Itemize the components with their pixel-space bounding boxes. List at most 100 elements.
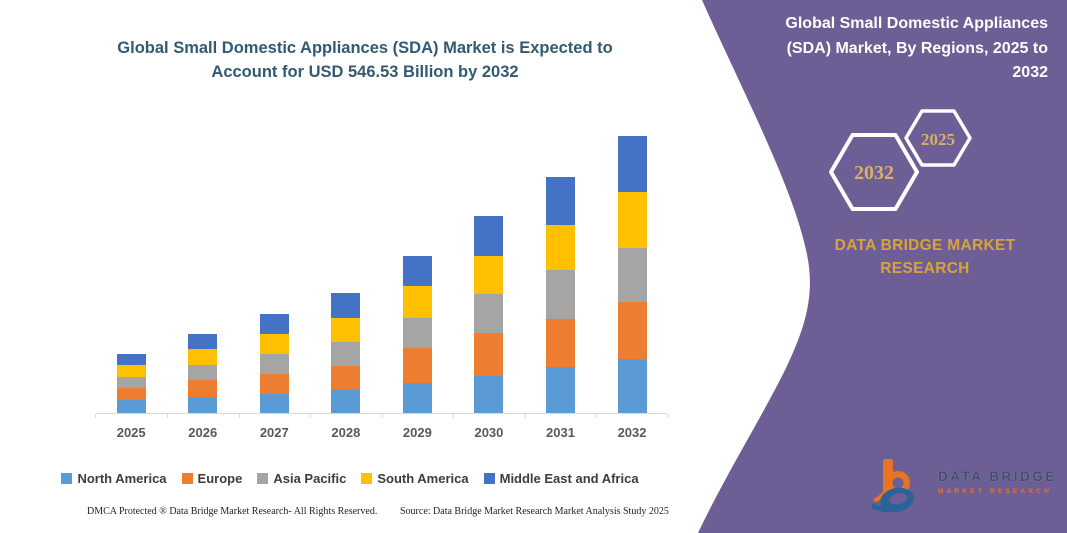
bar-segment-2028-north-america: [331, 390, 361, 414]
bar-segment-2028-europe: [331, 366, 361, 390]
logo-b-bowl-hole: [892, 477, 904, 489]
axis-tick: [667, 414, 669, 418]
bar-segment-2029-south-america: [402, 286, 432, 319]
panel-title: Global Small Domestic Appliances (SDA) M…: [785, 15, 1048, 81]
chart-title-line2: Account for USD 546.53 Billion by 2032: [211, 63, 519, 81]
bar-segment-2027-asia-pacific: [259, 353, 289, 374]
bar-segment-2025-europe: [116, 388, 146, 400]
bar-segment-2029-north-america: [402, 382, 432, 414]
bar-segment-2032-south-america: [617, 191, 647, 248]
bar-segment-2025-asia-pacific: [116, 377, 146, 389]
bar-segment-2031-middle-east-and-africa: [546, 176, 575, 225]
chart-legend: North America Europe Asia Pacific South Ame…: [0, 471, 700, 486]
hexagon-badges: 2032 2025: [829, 109, 972, 211]
bar-segment-2030-middle-east-and-africa: [474, 216, 504, 257]
hexagon-badge-2025: [904, 109, 972, 167]
hexagon-2025-label: 2025: [921, 130, 955, 149]
bar-2025: [116, 353, 146, 414]
bar-2029: [402, 256, 432, 414]
chart-title-line1: Global Small Domestic Appliances (SDA) M…: [117, 39, 613, 57]
plot-area: [116, 135, 647, 414]
bar-segment-2030-europe: [474, 332, 504, 377]
bar-2028: [331, 293, 361, 414]
axis-tick: [95, 414, 97, 418]
logo-d-ring-hole: [889, 493, 908, 505]
axis-tick: [238, 414, 240, 418]
x-axis-label-2031: 2031: [546, 425, 575, 440]
axis-tick: [524, 414, 526, 418]
bar-segment-2031-south-america: [546, 224, 575, 271]
x-axis-label-2028: 2028: [331, 425, 361, 440]
legend-swatch-icon: [483, 473, 495, 484]
bar-2032: [617, 135, 647, 414]
footer-source-text: Source: Data Bridge Market Research Mark…: [400, 506, 669, 517]
hexagon-badge-2032: [829, 133, 919, 211]
legend-label: Middle East and Africa: [499, 471, 639, 486]
x-axis-label-2029: 2029: [402, 425, 432, 440]
bar-segment-2027-europe: [259, 373, 289, 394]
bar-segment-2028-middle-east-and-africa: [331, 293, 361, 318]
bar-segment-2031-asia-pacific: [546, 270, 575, 320]
brand-wordmark: DATA BRIDGE MARKET RESEARCH: [834, 237, 1016, 277]
legend-label: South America: [377, 471, 469, 486]
axis-tick: [453, 414, 455, 418]
bar-segment-2026-south-america: [188, 348, 218, 366]
x-axis-label-2030: 2030: [474, 425, 504, 440]
axis-tick: [381, 414, 383, 418]
bar-segment-2026-europe: [188, 379, 218, 398]
legend-label: Europe: [197, 471, 243, 486]
chart-title: Global Small Domestic Appliances (SDA) M…: [90, 36, 640, 84]
bar-segment-2025-north-america: [116, 399, 146, 414]
bar-segment-2032-europe: [617, 302, 647, 359]
legend-item-asia-pacific: Asia Pacific: [257, 471, 346, 486]
logo-wordmark: DATA BRIDGE: [938, 469, 1057, 484]
axis-tick: [596, 414, 598, 418]
legend-item-europe: Europe: [181, 471, 243, 486]
bar-segment-2032-middle-east-and-africa: [617, 135, 647, 192]
bar-2031: [546, 176, 575, 414]
bar-segment-2029-europe: [402, 348, 432, 383]
legend-swatch-icon: [257, 473, 269, 484]
dbmr-logo-text: DATA BRIDGE MARKET RESEARCH: [938, 469, 1057, 495]
x-axis-label-2027: 2027: [259, 425, 289, 440]
bar-segment-2026-asia-pacific: [188, 365, 218, 380]
x-axis-line: [96, 413, 668, 414]
logo-d-tail: [871, 503, 895, 512]
bar-segment-2030-asia-pacific: [474, 293, 504, 333]
axis-tick: [310, 414, 312, 418]
dbmr-logo-icon: [871, 459, 914, 513]
bar-2030: [474, 216, 504, 414]
bar-2027: [259, 313, 289, 414]
bar-segment-2026-middle-east-and-africa: [188, 333, 218, 349]
hexagon-2032-label: 2032: [854, 162, 894, 184]
x-axis-label-2032: 2032: [617, 425, 647, 440]
bar-segment-2032-asia-pacific: [617, 247, 647, 303]
legend-item-north-america: North America: [61, 471, 167, 486]
bar-segment-2029-asia-pacific: [402, 318, 432, 349]
bar-2026: [188, 333, 218, 414]
x-axis-label-2025: 2025: [116, 425, 146, 440]
bar-segment-2025-middle-east-and-africa: [116, 353, 146, 366]
bar-segment-2025-south-america: [116, 365, 146, 378]
legend-swatch-icon: [361, 473, 373, 484]
bar-segment-2027-middle-east-and-africa: [259, 313, 289, 334]
legend-swatch-icon: [61, 473, 73, 484]
axis-tick: [167, 414, 168, 418]
legend-swatch-icon: [181, 473, 193, 484]
bar-segment-2027-south-america: [259, 333, 289, 354]
bar-segment-2030-north-america: [474, 376, 504, 414]
bar-segment-2026-north-america: [188, 397, 218, 414]
legend-item-middle-east-and-africa: Middle East and Africa: [483, 471, 639, 486]
bar-segment-2031-europe: [546, 319, 575, 368]
bar-segment-2029-middle-east-and-africa: [402, 256, 432, 287]
bar-segment-2032-north-america: [617, 358, 647, 414]
bar-segment-2028-asia-pacific: [331, 342, 361, 366]
footer-dmca-text: DMCA Protected ® Data Bridge Market Rese…: [87, 506, 378, 517]
legend-label: North America: [77, 471, 167, 486]
logo-tagline: MARKET RESEARCH: [938, 488, 1053, 495]
x-axis-label-2026: 2026: [188, 425, 218, 440]
legend-item-south-america: South America: [361, 471, 469, 486]
legend-label: Asia Pacific: [273, 471, 347, 486]
bar-segment-2031-north-america: [546, 367, 575, 414]
